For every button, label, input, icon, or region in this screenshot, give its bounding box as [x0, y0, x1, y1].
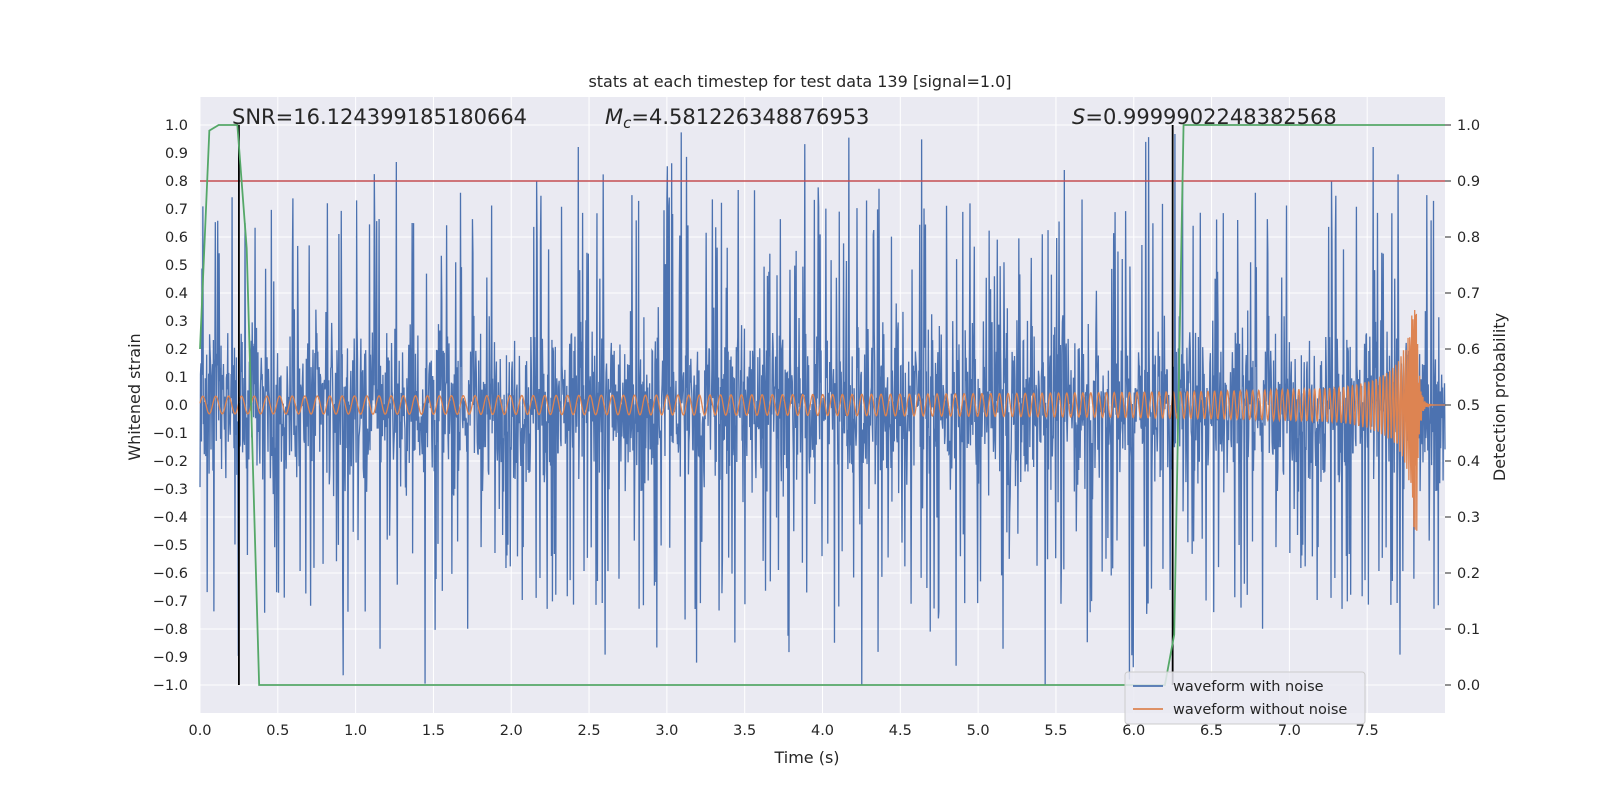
y-left-tick-label: −0.2: [153, 454, 188, 470]
mc-symbol: M: [605, 105, 623, 129]
y-left-tick-label: 0.5: [165, 258, 188, 274]
s-value: =0.9999902248382568: [1085, 105, 1336, 129]
y-left-tick-label: 0.8: [165, 174, 188, 190]
x-tick-label: 6.0: [1122, 723, 1145, 739]
y-left-tick-label: 0.6: [165, 230, 188, 246]
legend-label-clean: waveform without noise: [1173, 702, 1347, 718]
noisy-waveform-path: [199, 132, 1446, 685]
legend-label-noisy: waveform with noise: [1173, 679, 1324, 695]
mc-subscript: c: [623, 114, 632, 132]
y-left-tick-label: −0.6: [153, 566, 188, 582]
y-left-tick-label: −0.1: [153, 426, 188, 442]
legend-box: [1124, 671, 1366, 725]
y-right-tick-label: 0.8: [1457, 230, 1480, 246]
y-axis-right-ticks: 1.0 0.9 0.8 0.7 0.6 0.5 0.4 0.3 0.2 0.1 0.0: [1445, 118, 1480, 694]
y-left-tick-label: 0.9: [165, 146, 188, 162]
x-axis-ticks: 0.0 0.5 1.0 1.5 2.0 2.5 3.0 3.5 4.0 4.5 5.0 5.5 6.0 6…: [188, 723, 1378, 739]
y-left-tick-label: −0.3: [153, 482, 188, 498]
legend: waveform with noise waveform without noi…: [1124, 671, 1366, 725]
x-tick-label: 4.0: [811, 723, 834, 739]
y-right-tick-label: 0.6: [1457, 342, 1480, 358]
y-left-tick-label: −0.9: [153, 650, 188, 666]
chart-title: stats at each timestep for test data 139…: [588, 72, 1011, 91]
s-annotation: S=0.9999902248382568: [1072, 105, 1337, 129]
x-tick-label: 1.0: [344, 723, 367, 739]
s-symbol: S: [1072, 105, 1085, 129]
x-tick-label: 7.0: [1278, 723, 1301, 739]
x-tick-label: 0.5: [266, 723, 289, 739]
x-tick-label: 3.0: [655, 723, 678, 739]
y-left-tick-label: −0.8: [153, 622, 188, 638]
x-tick-label: 0.0: [188, 723, 211, 739]
y-right-tick-label: 0.5: [1457, 398, 1480, 414]
snr-annotation: SNR=16.124399185180664: [232, 105, 527, 129]
vertical-markers: [238, 125, 1174, 685]
y-left-tick-label: −0.7: [153, 594, 188, 610]
y-left-tick-label: −1.0: [153, 678, 188, 694]
y-left-tick-label: −0.5: [153, 538, 188, 554]
x-tick-label: 7.5: [1356, 723, 1379, 739]
y-right-tick-label: 0.1: [1457, 622, 1480, 638]
x-tick-label: 5.0: [967, 723, 990, 739]
y-left-tick-label: −0.4: [153, 510, 188, 526]
y-right-tick-label: 0.3: [1457, 510, 1480, 526]
y-right-tick-label: 0.9: [1457, 174, 1480, 190]
mc-value: =4.581226348876953: [631, 105, 869, 129]
mc-annotation: Mc=4.581226348876953: [605, 105, 869, 132]
y-axis-left-ticks: 1.0 0.9 0.8 0.7 0.6 0.5 0.4 0.3 0.2 0.1 0.0 −0.1 −0.…: [153, 118, 188, 694]
series-waveform-with-noise: [199, 132, 1446, 685]
x-tick-label: 5.5: [1044, 723, 1067, 739]
clean-waveform-path: [199, 310, 1445, 531]
y-right-tick-label: 0.4: [1457, 454, 1480, 470]
x-tick-label: 4.5: [889, 723, 912, 739]
y-left-tick-label: 0.4: [165, 286, 188, 302]
y-left-tick-label: 0.0: [165, 398, 188, 414]
probability-path: [199, 124, 1445, 686]
y-left-tick-label: 0.2: [165, 342, 188, 358]
y-left-tick-label: 0.3: [165, 314, 188, 330]
x-tick-label: 2.5: [578, 723, 601, 739]
series-detection-probability: [199, 124, 1445, 686]
y-right-tick-label: 0.2: [1457, 566, 1480, 582]
x-tick-label: 3.5: [733, 723, 756, 739]
series-waveform-without-noise: [199, 310, 1445, 531]
y-axis-left-label: Whitened strain: [125, 333, 144, 460]
y-axis-right-label: Detection probability: [1490, 313, 1509, 481]
x-tick-label: 6.5: [1200, 723, 1223, 739]
y-right-tick-label: 0.0: [1457, 678, 1480, 694]
y-right-tick-label: 0.7: [1457, 286, 1480, 302]
y-left-tick-label: 1.0: [165, 118, 188, 134]
y-left-tick-label: 0.7: [165, 202, 188, 218]
y-right-tick-label: 1.0: [1457, 118, 1480, 134]
y-left-tick-label: 0.1: [165, 370, 188, 386]
x-axis-label: Time (s): [773, 748, 839, 767]
x-tick-label: 1.5: [422, 723, 445, 739]
x-tick-label: 2.0: [500, 723, 523, 739]
